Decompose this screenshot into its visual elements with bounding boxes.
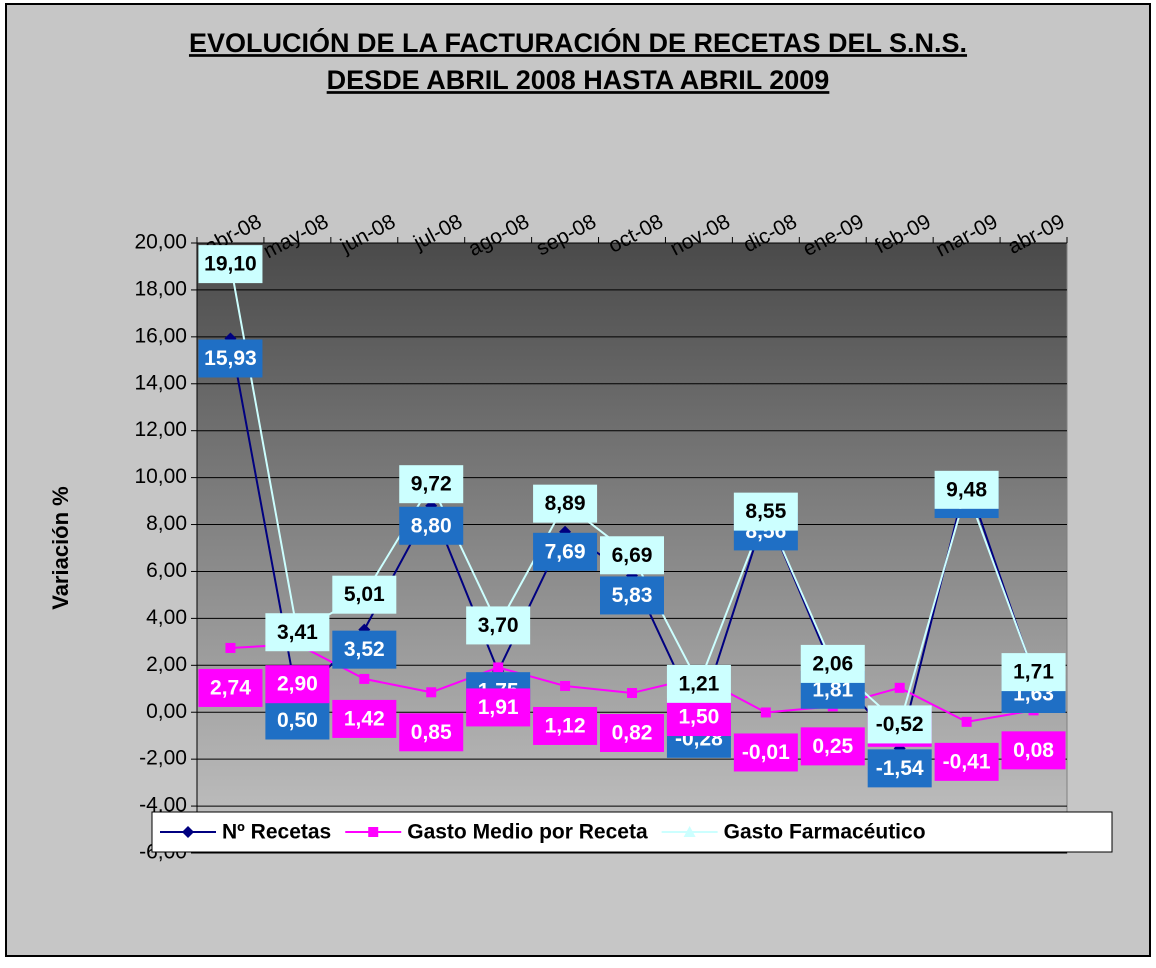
marker [368, 827, 379, 837]
marker [182, 826, 194, 838]
data-label: 1,42 [344, 707, 385, 730]
data-label-box [1001, 653, 1066, 692]
data-label: 2,90 [277, 673, 318, 696]
y-tick-label: 20,00 [134, 231, 187, 254]
data-label: 1,12 [545, 715, 586, 738]
data-label: 0,25 [812, 735, 853, 758]
data-label-box [800, 644, 865, 683]
data-label: 0,85 [411, 721, 452, 744]
data-label: 0,82 [612, 722, 653, 745]
chart-subtitle: DESDE ABRIL 2008 HASTA ABRIL 2009 [327, 65, 830, 95]
data-label-box [466, 606, 531, 645]
data-label: 7,69 [545, 540, 586, 563]
data-label: -0,01 [742, 741, 790, 764]
y-tick-label: 10,00 [134, 465, 187, 488]
data-label-box [198, 245, 263, 284]
data-label-box [265, 701, 330, 740]
data-label: 6,69 [612, 544, 653, 567]
data-label-box [600, 536, 664, 575]
legend-box [151, 811, 1113, 853]
data-label-box [332, 575, 397, 614]
data-label: 2,74 [210, 676, 251, 699]
data-label: 9,72 [411, 473, 452, 496]
y-tick-label: 8,00 [146, 512, 187, 535]
data-label: 3,52 [344, 638, 385, 661]
legend-label: Gasto Farmacéutico [724, 821, 926, 844]
data-label: 5,01 [344, 583, 385, 606]
data-label: 8,55 [745, 500, 786, 523]
y-tick-label: 2,00 [146, 653, 187, 676]
y-tick-label: 14,00 [134, 371, 187, 394]
data-label-box [666, 698, 731, 737]
y-tick-label: 18,00 [134, 277, 187, 300]
data-label-box [198, 668, 263, 707]
marker [894, 682, 905, 693]
marker [683, 826, 696, 837]
data-label-box [733, 733, 798, 772]
legend-label: Gasto Medio por Receta [407, 821, 648, 844]
data-label-box [399, 506, 464, 545]
data-label-box [1001, 731, 1066, 770]
data-label-box [867, 749, 932, 788]
y-tick-label: -4,00 [139, 794, 187, 817]
marker [560, 680, 571, 691]
data-label: 5,83 [612, 584, 653, 607]
data-label-box [533, 532, 598, 571]
data-label: 1,81 [812, 678, 853, 701]
data-label-box [533, 484, 598, 523]
data-label: 1,21 [678, 672, 719, 695]
y-tick-label: 0,00 [146, 700, 187, 723]
y-tick-label: 16,00 [134, 324, 187, 347]
data-label-box [198, 339, 263, 378]
data-label-box [533, 706, 598, 745]
y-tick-label: 6,00 [146, 559, 187, 582]
data-label: -0,52 [876, 713, 924, 736]
data-label: 3,70 [478, 614, 519, 637]
data-label: 0,50 [277, 709, 318, 732]
data-label-box [265, 665, 330, 704]
data-label: 3,41 [277, 621, 318, 644]
marker [627, 687, 637, 698]
data-label-box [265, 613, 330, 652]
data-label-box [934, 470, 999, 509]
y-tick-label: 4,00 [146, 606, 187, 629]
data-label-box [934, 742, 999, 781]
data-label-box [800, 727, 865, 766]
data-label-box [332, 699, 397, 738]
legend-label: Nº Recetas [222, 821, 331, 844]
data-label-box [399, 465, 464, 504]
data-label-box [666, 664, 731, 703]
marker [493, 662, 504, 673]
data-label: 19,10 [204, 253, 257, 276]
data-label-box [600, 713, 664, 752]
data-label: 8,80 [411, 514, 452, 537]
data-label: -0,41 [943, 750, 991, 773]
y-tick-label: -2,00 [139, 747, 187, 770]
data-label: 8,89 [545, 492, 586, 515]
data-label: -1,54 [876, 757, 924, 780]
data-label: 1,71 [1013, 661, 1054, 684]
data-label: 1,50 [678, 706, 719, 729]
marker [760, 707, 771, 718]
marker [961, 716, 972, 727]
chart-title: EVOLUCIÓN DE LA FACTURACIÓN DE RECETAS D… [189, 27, 967, 58]
y-tick-label: 12,00 [134, 418, 187, 441]
y-axis-label: Variación % [48, 486, 73, 610]
data-label-box [600, 576, 664, 615]
data-label: 15,93 [204, 347, 257, 370]
marker [359, 673, 370, 684]
marker [426, 687, 437, 698]
data-label-box [466, 688, 531, 727]
marker [225, 642, 236, 653]
data-label-box [399, 713, 464, 752]
data-label-box [733, 492, 798, 531]
data-label: 0,08 [1013, 739, 1054, 762]
data-label: 1,91 [478, 696, 519, 719]
data-label: 2,06 [812, 652, 853, 675]
data-label: 9,48 [946, 478, 987, 501]
data-label-box [867, 705, 932, 744]
data-label-box [332, 630, 397, 669]
